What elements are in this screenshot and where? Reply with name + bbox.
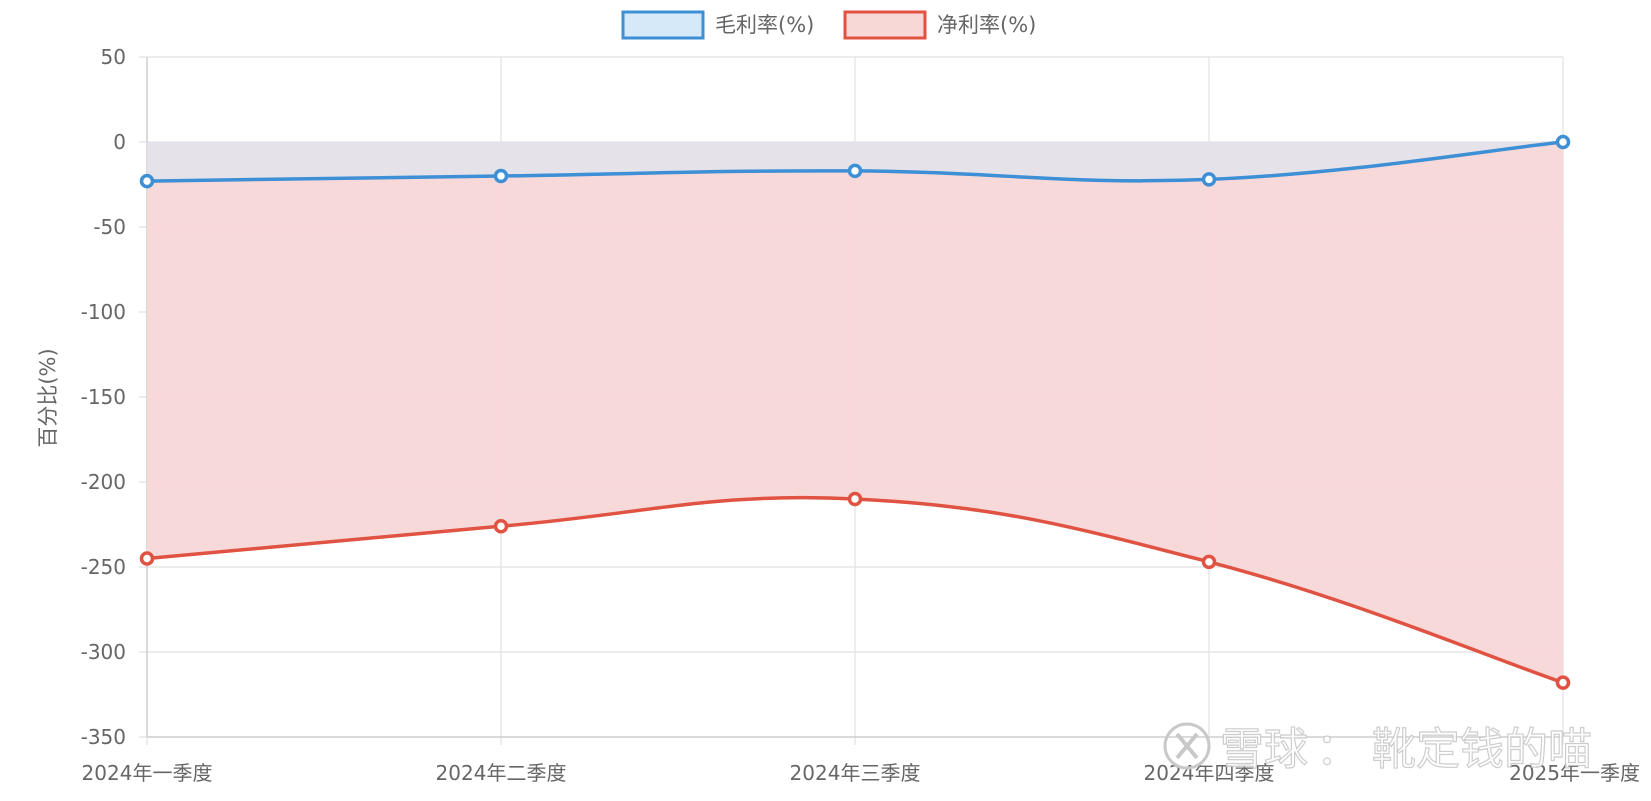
y-tick-label: -50 [93, 215, 126, 239]
x-tick-label: 2025年一季度 [1509, 761, 1640, 785]
legend: 毛利率(%) 净利率(%) [621, 10, 1036, 40]
data-point[interactable] [847, 491, 863, 507]
data-point[interactable] [493, 518, 509, 534]
y-tick-label: 0 [113, 130, 126, 154]
x-tick-label: 2024年三季度 [790, 761, 921, 785]
y-tick-label: -200 [81, 470, 126, 494]
data-point[interactable] [139, 173, 155, 189]
watermark-brand: 雪球 [1220, 724, 1308, 775]
data-point[interactable] [1201, 172, 1217, 187]
legend-swatch[interactable] [843, 10, 927, 40]
legend-swatch[interactable] [621, 10, 705, 40]
data-point[interactable] [1201, 554, 1217, 570]
y-tick-label: -350 [81, 725, 126, 749]
data-point[interactable] [847, 163, 863, 179]
data-point[interactable] [1555, 675, 1571, 690]
y-tick-label: -250 [81, 555, 126, 579]
x-tick-label: 2024年一季度 [82, 761, 213, 785]
watermark-author: 靴定钱的喵 [1372, 724, 1592, 775]
legend-label[interactable]: 毛利率(%) [715, 13, 814, 37]
data-point[interactable] [1555, 134, 1571, 150]
series-area-2 [147, 142, 1563, 683]
data-point[interactable] [139, 551, 155, 566]
y-tick-label: -100 [81, 300, 126, 324]
data-point[interactable] [493, 168, 509, 184]
watermark-logo-icon [1163, 722, 1211, 770]
x-tick-label: 2024年四季度 [1144, 761, 1275, 785]
watermark-separator: ： [1316, 724, 1360, 775]
y-tick-label: -300 [81, 640, 126, 664]
watermark: 雪球 ： 靴定钱的喵 [1163, 722, 1593, 776]
point-layer [139, 134, 1571, 690]
y-tick-label: -150 [81, 385, 126, 409]
legend-label[interactable]: 净利率(%) [937, 13, 1036, 37]
x-axis-ticks: 2024年一季度 2024年二季度 2024年三季度 2024年四季度 2025年一季度 [82, 761, 1640, 785]
y-axis-ticks: 50 0 -50 -100 -150 -200 -250 -300 -350 [81, 45, 126, 749]
x-tick-label: 2024年二季度 [436, 761, 567, 785]
y-tick-label: 50 [101, 45, 126, 69]
y-axis-title: 百分比(%) [36, 348, 60, 447]
